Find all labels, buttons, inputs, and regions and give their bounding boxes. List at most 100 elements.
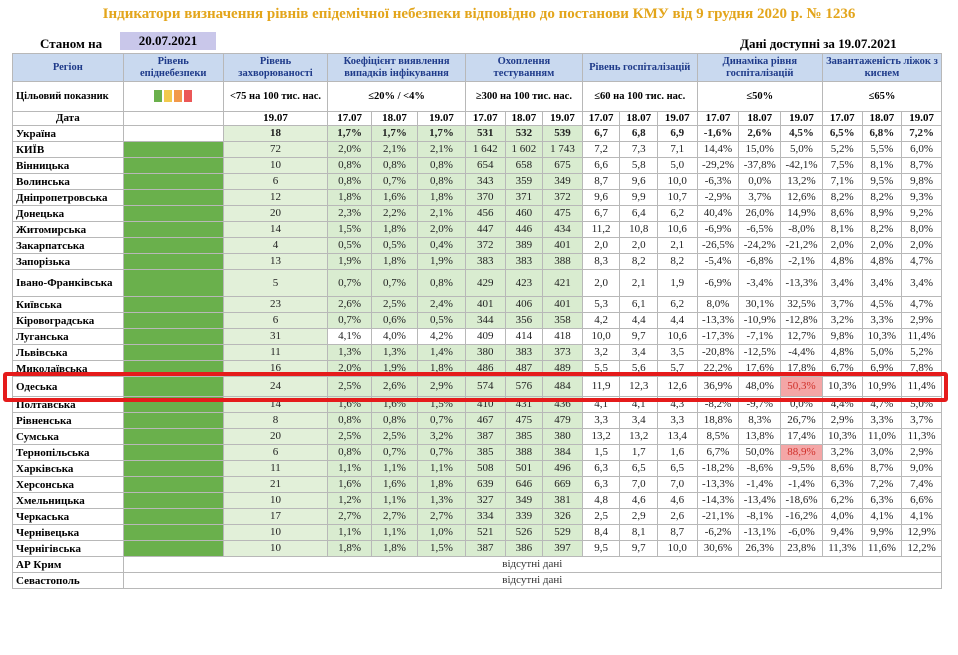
detection-value: 2,3% [327, 205, 373, 222]
hosp-dynamics-value: 40,4% [696, 205, 740, 222]
incidence-value: 12 [222, 189, 329, 206]
testing-value: 384 [542, 444, 583, 461]
hosp-value: 4,6 [656, 492, 698, 509]
hosp-value: 6,7 [581, 205, 621, 222]
detection-value: 1,8% [371, 221, 418, 238]
hosp-value: 2,0 [581, 237, 621, 254]
beds-value: 4,7% [901, 296, 942, 313]
date-beds-3: 19.07 [901, 111, 942, 126]
date-test-3: 19.07 [542, 111, 583, 126]
hosp-value: 9,6 [619, 173, 658, 190]
testing-value: 372 [542, 189, 583, 206]
detection-value: 1,1% [327, 524, 373, 541]
region-name: Волинська [12, 173, 124, 190]
hosp-dynamics-value: 13,2% [780, 173, 823, 190]
hosp-dynamics-value: -1,4% [780, 476, 823, 493]
beds-value: 4,8% [861, 253, 903, 270]
detection-value: 1,5% [327, 221, 373, 238]
detection-value: 0,7% [327, 269, 373, 297]
hosp-value: 10,0 [581, 328, 621, 345]
hosp-value: 10,0 [656, 540, 698, 557]
testing-value: 387 [464, 428, 506, 445]
hosp-dynamics-value: -13,3% [696, 476, 740, 493]
header-level: Рівень епіднебезпеки [122, 53, 224, 82]
hosp-value: 8,4 [581, 524, 621, 541]
testing-value: 387 [464, 540, 506, 557]
testing-value: 675 [542, 157, 583, 174]
hosp-value: 3,5 [656, 344, 698, 361]
detection-value: 1,8% [371, 540, 418, 557]
detection-value: 1,8% [416, 476, 466, 493]
epidemic-level-cell [122, 540, 224, 557]
hosp-dynamics-value: -2,9% [696, 189, 740, 206]
incidence-value: 13 [222, 253, 329, 270]
hosp-value: 10,6 [656, 221, 698, 238]
testing-value: 467 [464, 412, 506, 429]
hosp-value: 6,2 [656, 205, 698, 222]
region-name: Донецька [12, 205, 124, 222]
hosp-dynamics-value: -14,3% [696, 492, 740, 509]
hosp-dynamics-value: -8,6% [738, 460, 782, 477]
testing-value: 1 602 [504, 141, 544, 158]
detection-value: 2,7% [416, 508, 466, 525]
incidence-value: 5 [222, 269, 329, 297]
beds-value: 3,0% [861, 444, 903, 461]
region-name: Тернопільська [12, 444, 124, 461]
beds-value: 4,1% [861, 508, 903, 525]
incidence-value: 10 [222, 540, 329, 557]
region-name: Івано-Франківська [12, 269, 124, 297]
testing-value: 327 [464, 492, 506, 509]
hosp-dynamics-value: 14,4% [696, 141, 740, 158]
table-row: Закарпатська 4 0,5% 0,5% 0,4% 372 389 401 2,0 2,0… [12, 237, 942, 254]
region-name: Кіровоградська [12, 312, 124, 329]
testing-value: 344 [464, 312, 506, 329]
testing-value: 447 [464, 221, 506, 238]
incidence-value: 17 [222, 508, 329, 525]
testing-value: 397 [542, 540, 583, 557]
hosp-dynamics-value: 88,9% [780, 444, 823, 461]
beds-value: 3,7% [901, 412, 942, 429]
testing-value: 406 [504, 296, 544, 313]
target-hosp-dynamics: ≤50% [696, 81, 823, 112]
hosp-value: 10,0 [656, 173, 698, 190]
region-name: Херсонська [12, 476, 124, 493]
beds-value: 8,1% [821, 221, 863, 238]
beds-value: 7,5% [821, 157, 863, 174]
beds-value: 5,2% [821, 141, 863, 158]
testing-value: 639 [464, 476, 506, 493]
hosp-value: 2,1 [656, 237, 698, 254]
region-name: Україна [12, 125, 124, 142]
testing-value: 446 [504, 221, 544, 238]
detection-value: 1,5% [416, 540, 466, 557]
hosp-dynamics-value: -13,4% [738, 492, 782, 509]
detection-value: 0,5% [371, 237, 418, 254]
hosp-value: 8,7 [656, 524, 698, 541]
epidemic-level-cell [122, 376, 224, 397]
beds-value: 3,2% [821, 444, 863, 461]
beds-value: 10,9% [861, 376, 903, 397]
detection-value: 1,0% [416, 524, 466, 541]
testing-value: 508 [464, 460, 506, 477]
epidemic-level-cell [122, 205, 224, 222]
testing-value: 385 [504, 428, 544, 445]
no-data-note: відсутні дані [122, 572, 943, 589]
hosp-dynamics-value: 5,0% [780, 141, 823, 158]
region-name: Дніпропетровська [12, 189, 124, 206]
beds-value: 3,2% [821, 312, 863, 329]
incidence-value: 18 [222, 125, 329, 142]
incidence-value: 31 [222, 328, 329, 345]
incidence-value: 10 [222, 524, 329, 541]
epidemic-level-cell [122, 492, 224, 509]
detection-value: 2,5% [371, 428, 418, 445]
date-hosp-1: 17.07 [581, 111, 621, 126]
hosp-dynamics-value: -3,4% [738, 269, 782, 297]
testing-value: 409 [464, 328, 506, 345]
date-det-3: 19.07 [416, 111, 466, 126]
table-row: Одеська 24 2,5% 2,6% 2,9% 574 576 484 11,9 12,3 12… [12, 376, 942, 397]
hosp-dynamics-value: -37,8% [738, 157, 782, 174]
beds-value: 9,4% [821, 524, 863, 541]
hosp-value: 9,9 [619, 189, 658, 206]
testing-value: 539 [542, 125, 583, 142]
incidence-value: 11 [222, 460, 329, 477]
epidemic-level-cell [122, 312, 224, 329]
